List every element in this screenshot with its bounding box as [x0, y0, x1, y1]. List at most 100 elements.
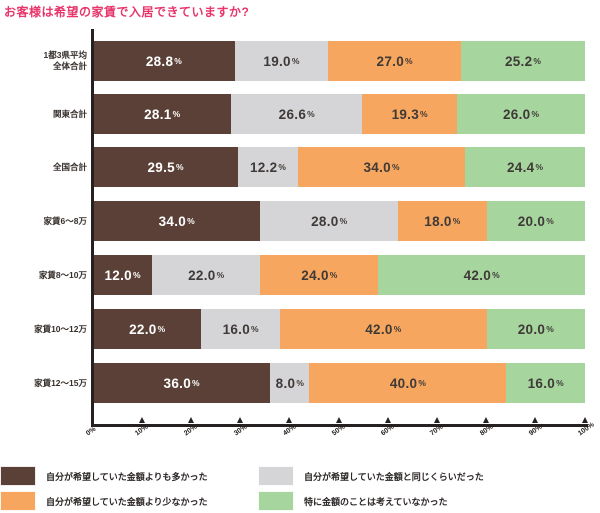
bar-segment-gray: 16.0%: [201, 309, 280, 349]
percent-sign: %: [546, 216, 554, 226]
percent-sign: %: [251, 324, 259, 334]
percent-sign: %: [187, 216, 195, 226]
legend-item: 自分が希望していた金額と同じくらいだった: [258, 466, 484, 486]
percent-sign: %: [329, 270, 338, 280]
bar-segment-gray: 19.0%: [234, 41, 329, 81]
segment-value: 19.0: [263, 53, 291, 69]
bar-segment-green: 26.0%: [457, 94, 585, 134]
legend-swatch-orange: [0, 491, 36, 511]
percent-sign: %: [175, 162, 184, 172]
bar-segment-orange: 24.0%: [260, 255, 379, 295]
row-label: 家賃10〜12万: [34, 323, 87, 334]
percent-sign: %: [391, 162, 400, 172]
segment-value: 40.0: [389, 375, 418, 391]
legend-label: 自分が希望していた金額と同じくらいだった: [304, 471, 484, 482]
tick-mark: [483, 417, 490, 423]
bar-segment-brown: 29.5%: [93, 147, 238, 187]
tick-mark: [187, 417, 194, 423]
segment-value: 22.0: [188, 267, 216, 283]
percent-sign: %: [418, 378, 426, 388]
bar-segment-orange: 40.0%: [309, 363, 507, 403]
segment-value: 42.0: [463, 267, 492, 283]
percent-sign: %: [420, 109, 428, 119]
row-label: 全国合計: [52, 161, 87, 172]
percent-sign: %: [174, 56, 182, 66]
legend-item: 特に金額のことは考えていなかった: [258, 491, 448, 511]
row-label: 1都3県平均 全体合計: [43, 50, 87, 71]
tick-label: 0%: [84, 425, 98, 438]
segment-value: 28.0: [311, 213, 339, 229]
bar-row: 28.1% 26.6% 19.3% 26.0%: [93, 94, 585, 134]
segment-value: 22.0: [129, 321, 157, 337]
bar-segment-brown: 12.0%: [93, 255, 153, 295]
percent-sign: %: [546, 324, 554, 334]
tick-mark: [335, 417, 342, 423]
percent-sign: %: [278, 162, 286, 172]
tick-mark: [532, 417, 539, 423]
legend-swatch-brown: [0, 466, 36, 486]
row-label: 家賃12〜15万: [34, 377, 87, 388]
tick-mark: [384, 417, 391, 423]
percent-sign: %: [157, 324, 166, 334]
row-label: 関東合計: [52, 108, 87, 119]
bar-segment-orange: 18.0%: [398, 201, 487, 241]
legend-label: 自分が希望していた金額よりも多かった: [46, 471, 208, 482]
percent-sign: %: [533, 56, 541, 66]
chart-title: お客様は希望の家賃で入居できていますか?: [4, 5, 250, 19]
segment-value: 19.3: [391, 106, 420, 122]
segment-value: 29.5: [147, 159, 175, 175]
tick-mark: [286, 417, 293, 423]
bar-segment-green: 25.2%: [460, 41, 585, 81]
bar-segment-gray: 28.0%: [260, 201, 399, 241]
tick-mark: [237, 417, 244, 423]
segment-value: 18.0: [424, 213, 452, 229]
bar-segment-gray: 26.6%: [231, 94, 363, 134]
bar-segment-orange: 34.0%: [297, 147, 466, 187]
bar-segment-gray: 22.0%: [152, 255, 261, 295]
segment-value: 20.0: [517, 213, 546, 229]
legend-item: 自分が希望していた金額よりも多かった: [0, 466, 208, 486]
segment-value: 8.0: [275, 375, 296, 391]
segment-value: 28.1: [144, 106, 172, 122]
x-axis-line: [91, 424, 588, 427]
bar-segment-brown: 28.8%: [93, 41, 235, 81]
segment-value: 42.0: [365, 321, 393, 337]
percent-sign: %: [556, 378, 564, 388]
bar-segment-brown: 34.0%: [93, 201, 261, 241]
y-axis-line: [91, 29, 94, 427]
bar-segment-orange: 42.0%: [279, 309, 487, 349]
legend-swatch-gray: [258, 466, 294, 486]
segment-value: 24.4: [506, 159, 535, 175]
segment-value: 16.0: [222, 321, 251, 337]
segment-value: 27.0: [376, 53, 405, 69]
segment-value: 25.2: [504, 53, 533, 69]
legend-swatch-green: [258, 491, 294, 511]
legend-label: 特に金額のことは考えていなかった: [304, 496, 448, 507]
percent-sign: %: [172, 109, 181, 119]
percent-sign: %: [393, 324, 402, 334]
percent-sign: %: [405, 56, 413, 66]
bar-row: 28.8% 19.0% 27.0% 25.2%: [93, 41, 585, 81]
bar-segment-green: 16.0%: [506, 363, 585, 403]
bar-segment-green: 42.0%: [378, 255, 585, 295]
percent-sign: %: [531, 109, 540, 119]
percent-sign: %: [216, 270, 225, 280]
bar-segment-gray: 12.2%: [237, 147, 298, 187]
percent-sign: %: [492, 270, 500, 280]
percent-sign: %: [296, 378, 304, 388]
segment-value: 28.8: [145, 53, 174, 69]
bar-segment-green: 20.0%: [486, 309, 585, 349]
percent-sign: %: [535, 162, 544, 172]
bar-segment-brown: 28.1%: [93, 94, 232, 134]
segment-value: 20.0: [517, 321, 546, 337]
legend-item: 自分が希望していた金額より少なかった: [0, 491, 208, 511]
segment-value: 26.6: [278, 106, 307, 122]
bar-segment-orange: 19.3%: [362, 94, 458, 134]
tick-mark: [581, 417, 588, 423]
segment-value: 12.2: [249, 159, 278, 175]
bar-row: 22.0% 16.0% 42.0% 20.0%: [93, 309, 585, 349]
bar-segment-orange: 27.0%: [328, 41, 461, 81]
percent-sign: %: [307, 109, 315, 119]
row-label: 家賃6〜8万: [43, 215, 87, 226]
